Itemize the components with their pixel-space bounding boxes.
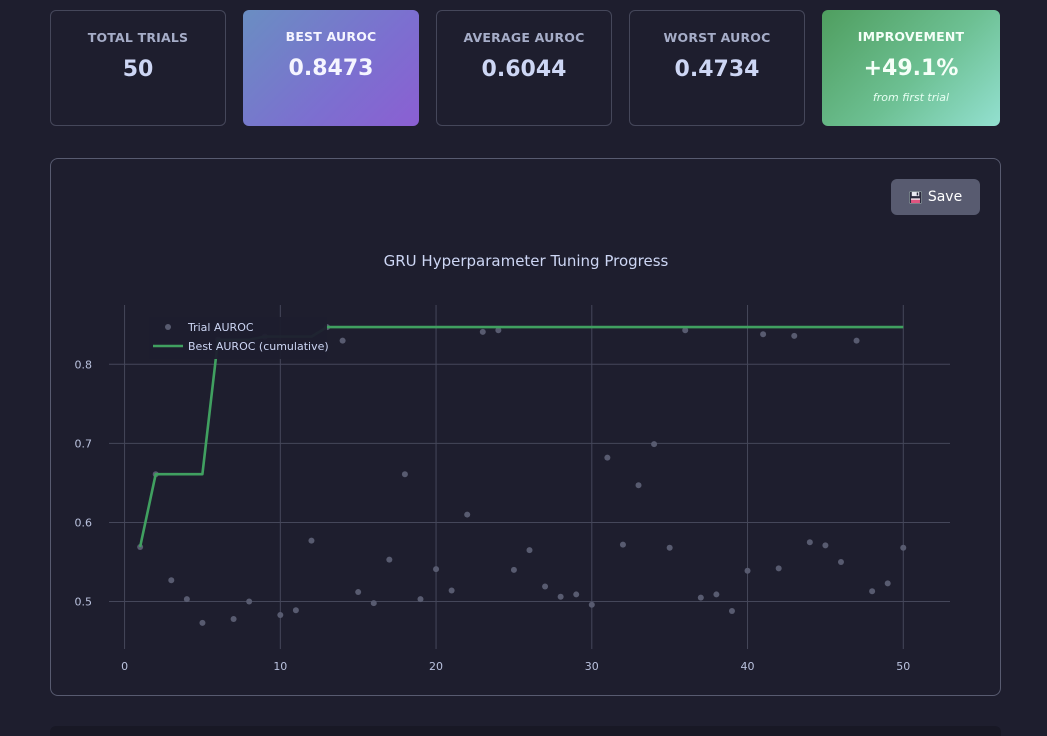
trial-auroc-point: [448, 587, 455, 594]
trial-auroc-point: [775, 565, 782, 572]
trial-auroc-point: [635, 482, 642, 489]
trial-auroc-point: [510, 566, 517, 573]
total-trials-label: TOTAL TRIALS: [87, 30, 189, 45]
trial-auroc-point: [183, 596, 190, 603]
trial-auroc-point: [168, 577, 175, 584]
trial-auroc-point: [386, 556, 393, 563]
trial-auroc-point: [604, 454, 611, 461]
trial-auroc-point: [869, 588, 876, 595]
y-tick-label: 0.5: [75, 596, 93, 609]
stats-row: TOTAL TRIALS 50 BEST AUROC 0.8473 AVERAG…: [50, 10, 1000, 128]
trial-auroc-point: [697, 594, 704, 601]
save-button-label: Save: [927, 189, 963, 205]
x-tick-label: 20: [429, 660, 443, 673]
total-trials-card: TOTAL TRIALS 50: [50, 10, 226, 126]
x-tick-label: 0: [121, 660, 128, 673]
x-tick-label: 50: [896, 660, 910, 673]
improvement-card: IMPROVEMENT +49.1% from first trial: [822, 10, 1000, 126]
legend-best-label: Best AUROC (cumulative): [188, 340, 329, 353]
trial-auroc-point: [573, 591, 580, 598]
trial-auroc-point: [417, 596, 424, 603]
average-auroc-card: AVERAGE AUROC 0.6044: [436, 10, 612, 126]
worst-auroc-card: WORST AUROC 0.4734: [629, 10, 805, 126]
floppy-disk-icon: [908, 190, 922, 204]
trial-auroc-point: [884, 580, 891, 587]
trial-auroc-point: [822, 542, 829, 549]
trial-auroc-point: [433, 566, 440, 573]
y-tick-label: 0.6: [75, 516, 93, 529]
x-tick-label: 10: [273, 660, 287, 673]
y-tick-label: 0.8: [75, 358, 93, 371]
trial-auroc-point: [464, 511, 471, 518]
trial-auroc-point: [900, 544, 907, 551]
trial-auroc-point: [837, 559, 844, 566]
trial-auroc-point: [588, 601, 595, 608]
total-trials-value: 50: [122, 57, 154, 82]
trial-auroc-point: [199, 619, 206, 626]
x-tick-label: 30: [585, 660, 599, 673]
best-auroc-line: [138, 325, 904, 548]
trial-auroc-point: [526, 547, 533, 554]
trial-auroc-point: [760, 331, 767, 338]
trial-auroc-point: [355, 589, 362, 596]
trial-auroc-point: [557, 593, 564, 600]
trial-auroc-point: [277, 611, 284, 618]
chart-legend: Trial AUROC Best AUROC (cumulative): [149, 317, 329, 359]
trial-auroc-point: [370, 600, 377, 607]
average-auroc-value: 0.6044: [481, 57, 567, 82]
y-tick-label: 0.7: [75, 437, 93, 450]
trial-auroc-point: [246, 598, 253, 605]
worst-auroc-label: WORST AUROC: [663, 30, 771, 45]
trial-auroc-point: [713, 591, 720, 598]
trial-auroc-point: [728, 608, 735, 615]
trial-auroc-point: [651, 441, 658, 448]
improvement-label: IMPROVEMENT: [857, 29, 965, 44]
average-auroc-label: AVERAGE AUROC: [463, 30, 585, 45]
legend-trial-marker: [165, 324, 171, 330]
trial-auroc-point: [682, 327, 689, 334]
worst-auroc-value: 0.4734: [674, 57, 760, 82]
trial-auroc-point: [401, 471, 408, 478]
improvement-value: +49.1%: [863, 56, 959, 81]
legend-background: [149, 317, 327, 359]
tuning-progress-chart: GRU Hyperparameter Tuning Progress 0 10 20 3…: [75, 252, 950, 673]
trial-auroc-point: [666, 544, 673, 551]
trial-auroc-point: [339, 337, 346, 344]
chart-title: GRU Hyperparameter Tuning Progress: [384, 252, 669, 270]
best-auroc-card: BEST AUROC 0.8473: [243, 10, 419, 126]
trial-auroc-point: [619, 541, 626, 548]
x-tick-label: 40: [741, 660, 755, 673]
trial-auroc-point: [495, 327, 502, 334]
best-auroc-value: 0.8473: [288, 56, 374, 81]
next-panel-edge: [50, 726, 1001, 736]
trial-auroc-point: [806, 539, 813, 546]
trial-auroc-point: [791, 332, 798, 339]
legend-trial-label: Trial AUROC: [187, 321, 254, 334]
improvement-subtext: from first trial: [872, 91, 950, 104]
best-auroc-label: BEST AUROC: [285, 29, 377, 44]
trial-auroc-point: [853, 337, 860, 344]
chart-panel: Save GRU Hyperparameter Tuning Progress 0…: [50, 158, 1001, 696]
trial-auroc-point: [744, 567, 751, 574]
trial-auroc-point: [230, 615, 237, 622]
trial-auroc-point: [542, 583, 549, 590]
trial-auroc-series: [137, 324, 907, 626]
trial-auroc-point: [292, 607, 299, 614]
trial-auroc-point: [308, 537, 315, 544]
trial-auroc-point: [479, 328, 486, 335]
save-button[interactable]: Save: [891, 179, 980, 215]
